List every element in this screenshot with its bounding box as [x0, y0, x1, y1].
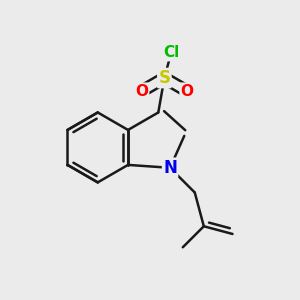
Text: S: S	[158, 69, 170, 87]
Text: N: N	[163, 159, 177, 177]
Text: O: O	[181, 84, 194, 99]
Text: Cl: Cl	[163, 45, 179, 60]
Text: O: O	[135, 84, 148, 99]
